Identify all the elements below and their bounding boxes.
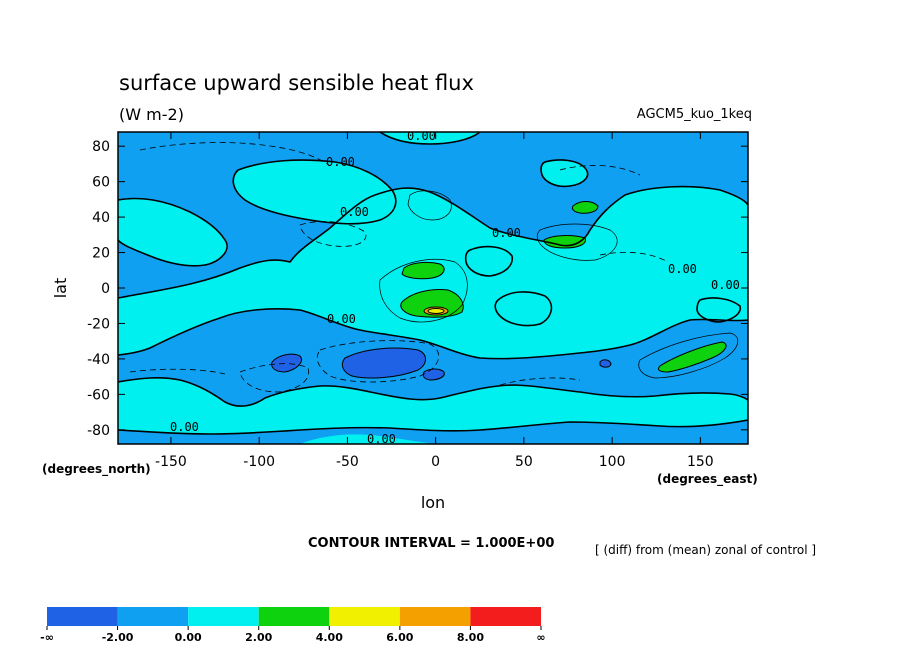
y-tick-label: -80: [87, 423, 110, 439]
zero-contour-south: [118, 377, 748, 407]
southern-band: [118, 377, 748, 434]
zero-contour-blue-island-2: [464, 245, 514, 277]
colorbar-swatch: [117, 607, 189, 626]
contour-label: 0.00: [407, 129, 436, 143]
dashed-contours: [129, 142, 669, 393]
y-axis-label: lat: [51, 278, 70, 299]
contour-label: 0.00: [367, 432, 396, 446]
y-tick-label: -20: [87, 316, 110, 332]
pos-patch-asia-1: [571, 201, 599, 214]
colorbar-label: ∞: [536, 631, 545, 644]
thin-contour-1: [379, 259, 468, 323]
contour-label: 0.00: [340, 205, 369, 219]
x-tick-label: -50: [336, 454, 359, 470]
x-tick-label: 150: [687, 454, 714, 470]
colorbar-label: 4.00: [316, 631, 343, 644]
y-axis: 80 60 40 20 0 -20 -40 -60 -80: [87, 139, 748, 439]
zero-contours: [118, 132, 748, 435]
dashed-contour-4: [239, 363, 310, 393]
neg-patch-3: [422, 368, 445, 381]
thin-contours: [379, 190, 738, 379]
zero-contour-blue-island: [494, 291, 553, 327]
y-tick-label: 0: [101, 281, 110, 297]
zero-contour-polar-south: [118, 419, 748, 435]
contour-label: 0.00: [327, 312, 356, 326]
north-cyan-mid: [233, 160, 396, 224]
thin-contour-3: [638, 332, 738, 379]
contour-label: 0.00: [170, 420, 199, 434]
zero-contour-pacific-island: [696, 297, 742, 323]
colorbar-label: 8.00: [457, 631, 484, 644]
colorbar-label: 2.00: [245, 631, 272, 644]
y-tick-label: -40: [87, 352, 110, 368]
dashed-contour-1: [139, 142, 331, 167]
zero-contour-north-mid: [232, 159, 397, 225]
thin-contour-4: [407, 190, 452, 221]
x-tick-label: -100: [243, 454, 275, 470]
y-tick-label: 20: [92, 246, 110, 262]
colorbar-label: 6.00: [386, 631, 413, 644]
plot-area: 0.00 0.00 0.00 0.00 0.00 0.00 0.00 0.00 …: [118, 129, 748, 446]
y-tick-label: -60: [87, 387, 110, 403]
north-cyan-west: [118, 198, 228, 266]
contour-label: 0.00: [711, 278, 740, 292]
north-cyan-small: [541, 160, 588, 187]
colorbar-swatch: [47, 607, 118, 626]
y-tick-label: 60: [92, 175, 110, 191]
colorbar-label: -∞: [40, 631, 54, 644]
colorbar-swatch: [258, 607, 330, 626]
dashed-contour-8: [499, 377, 581, 386]
colorbar-swatch: [329, 607, 400, 626]
contour-label: 0.00: [492, 226, 521, 240]
x-tick-label: 50: [515, 454, 533, 470]
x-axis-label: lon: [421, 493, 445, 512]
y-axis-units: (degrees_north): [42, 462, 151, 477]
dashed-contour-5: [559, 165, 641, 176]
chart-units: (W m-2): [119, 105, 184, 124]
colorbar-swatch: [399, 607, 471, 626]
high-core: [423, 306, 449, 316]
colorbar-label: 0.00: [175, 631, 202, 644]
dashed-contour-3: [316, 340, 440, 383]
x-tick-label: 0: [431, 454, 440, 470]
zero-contour-north-west: [118, 197, 228, 267]
y-tick-label: 80: [92, 139, 110, 155]
contour-label: 0.00: [326, 155, 355, 169]
x-tick-label: -150: [155, 454, 187, 470]
contour-label: 0.00: [668, 262, 697, 276]
colorbar-label: -2.00: [102, 631, 134, 644]
zero-contour-tropical-south: [118, 308, 748, 360]
thin-contour-2: [536, 223, 618, 261]
neg-patch-2: [341, 347, 426, 379]
colorbar-swatch: [470, 607, 541, 626]
pos-patch-north-africa: [401, 261, 445, 280]
core-yellow: [427, 308, 445, 314]
pos-patch-pacific: [657, 341, 727, 373]
zero-contour-tropical-north: [118, 185, 748, 299]
neg-patch-1: [271, 353, 302, 373]
dashed-contour-6: [599, 251, 669, 263]
colorbar: -∞ -2.00 0.00 2.00 4.00 6.00 8.00 ∞: [40, 607, 546, 644]
x-axis-units: (degrees_east): [657, 472, 758, 487]
zero-contour-north-small: [540, 159, 589, 188]
x-axis: -150 -100 -50 0 50 100 150: [155, 132, 714, 470]
contour-labels: 0.00 0.00 0.00 0.00 0.00 0.00 0.00 0.00 …: [170, 129, 740, 446]
contour-interval: CONTOUR INTERVAL = 1.000E+00: [308, 536, 554, 551]
chart-title: surface upward sensible heat flux: [119, 71, 474, 95]
zero-contour-polar-north: [379, 132, 481, 145]
neg-patch-4: [599, 359, 612, 368]
colorbar-swatch: [188, 607, 259, 626]
model-label: AGCM5_kuo_1keq: [637, 107, 752, 122]
polar-south-strip: [300, 434, 440, 444]
y-tick-label: 40: [92, 210, 110, 226]
diff-description: [ (diff) from (mean) zonal of control ]: [595, 543, 816, 557]
negative-patches: [271, 347, 612, 381]
dashed-contour-2: [299, 221, 367, 247]
x-tick-label: 100: [599, 454, 626, 470]
